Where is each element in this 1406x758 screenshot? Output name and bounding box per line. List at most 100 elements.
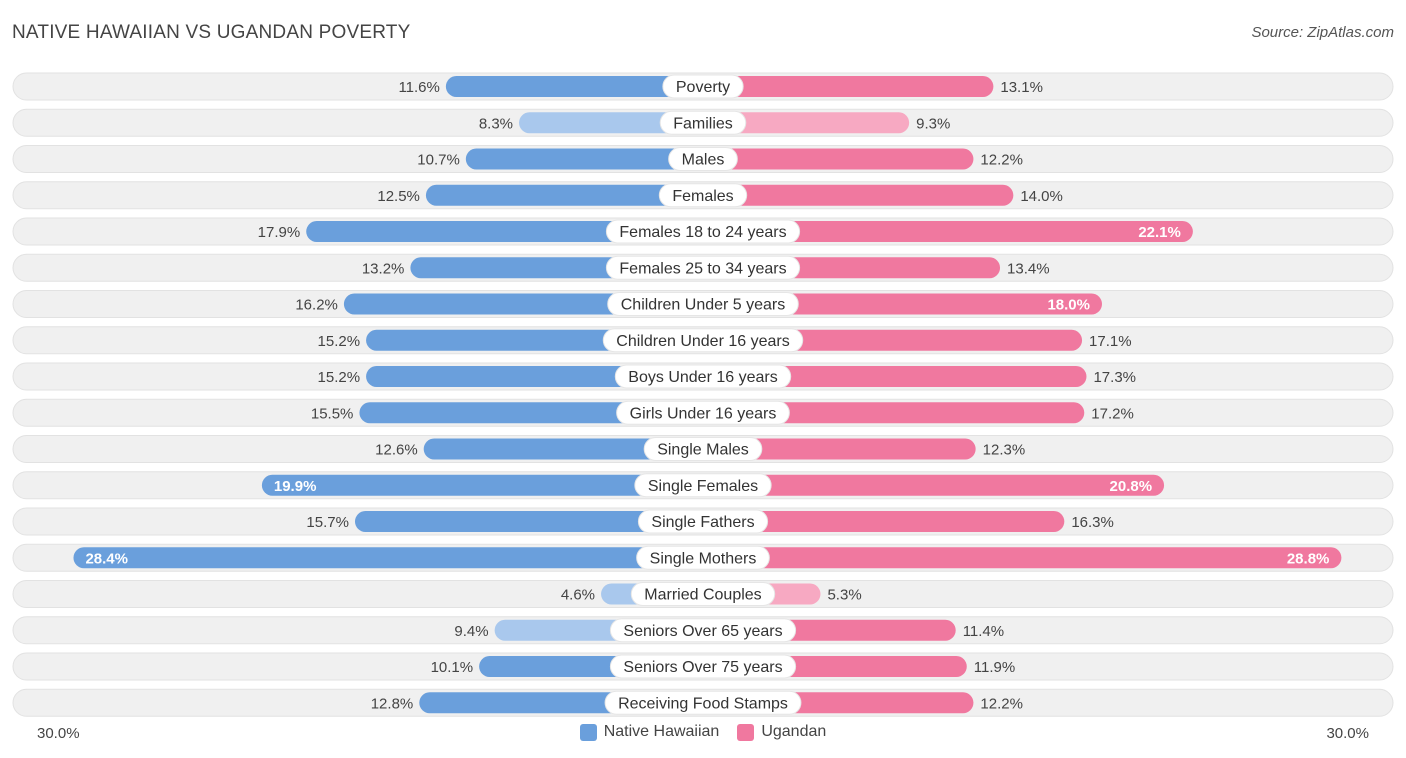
bar-ugandan-girls-under-16-years (703, 402, 1085, 424)
value-label-native-hawaiian-females-25-to-34-years: 13.2% (362, 260, 405, 277)
value-label-native-hawaiian-boys-under-16-years: 15.2% (318, 369, 361, 386)
value-label-ugandan-children-under-16-years: 17.1% (1089, 333, 1132, 350)
axis-max-label: 30.0% (1326, 725, 1369, 742)
value-label-native-hawaiian-married-couples: 4.6% (561, 587, 595, 604)
bar-native-hawaiian-single-females (261, 474, 703, 496)
category-pill-receiving-food-stamps (604, 690, 802, 715)
bar-ugandan-single-females (703, 474, 1165, 496)
category-label-females-25-to-34-years: Females 25 to 34 years (619, 260, 786, 277)
category-label-seniors-over-75-years: Seniors Over 75 years (623, 659, 782, 676)
category-label-boys-under-16-years: Boys Under 16 years (628, 369, 777, 386)
category-pill-seniors-over-75-years (609, 654, 797, 679)
category-pill-married-couples (630, 582, 776, 606)
value-label-native-hawaiian-seniors-over-65-years: 9.4% (454, 623, 488, 640)
bar-ugandan-boys-under-16-years (703, 366, 1087, 387)
legend: Native Hawaiian Ugandan (0, 723, 1406, 741)
value-label-ugandan-receiving-food-stamps: 12.2% (980, 695, 1023, 712)
value-label-ugandan-single-males: 12.3% (983, 442, 1026, 459)
value-label-native-hawaiian-children-under-16-years: 15.2% (318, 333, 361, 350)
value-label-ugandan-seniors-over-75-years: 11.9% (974, 659, 1015, 676)
category-pill-girls-under-16-years (616, 400, 790, 425)
chart-title: NATIVE HAWAIIAN VS UGANDAN POVERTY (12, 22, 411, 43)
legend-swatch-native-hawaiian (579, 723, 597, 741)
category-pill-females (658, 183, 748, 208)
bar-ugandan-females (703, 184, 1014, 206)
category-pill-females-18-to-24-years (605, 219, 801, 244)
value-label-ugandan-boys-under-16-years: 17.3% (1093, 369, 1136, 386)
value-label-ugandan-poverty: 13.1% (1000, 79, 1043, 96)
value-label-ugandan-single-fathers: 16.3% (1071, 514, 1114, 531)
category-label-receiving-food-stamps: Receiving Food Stamps (618, 695, 788, 712)
category-label-males: Males (682, 152, 725, 169)
value-label-native-hawaiian-single-mothers: 28.4% (85, 550, 128, 567)
value-label-ugandan-single-females: 20.8% (1110, 478, 1153, 495)
bar-ugandan-single-fathers (703, 511, 1065, 532)
bar-ugandan-poverty (703, 76, 994, 97)
value-label-native-hawaiian-females-18-to-24-years: 17.9% (258, 224, 301, 241)
category-pill-children-under-16-years (602, 328, 804, 353)
category-pill-females-25-to-34-years (605, 255, 801, 280)
value-label-native-hawaiian-males: 10.7% (417, 152, 460, 169)
category-label-children-under-16-years: Children Under 16 years (616, 333, 789, 350)
legend-item-ugandan: Ugandan (737, 723, 826, 741)
source-label: Source: ZipAtlas.com (1251, 24, 1394, 41)
category-pill-single-mothers (636, 545, 770, 570)
bar-native-hawaiian-single-males (423, 438, 703, 460)
value-label-ugandan-males: 12.2% (980, 152, 1023, 169)
category-pill-single-males (643, 437, 763, 461)
bar-native-hawaiian-males (465, 148, 703, 170)
category-pill-families (659, 110, 747, 135)
category-pill-boys-under-16-years (614, 364, 792, 389)
value-label-ugandan-families: 9.3% (916, 115, 950, 132)
bar-ugandan-children-under-5-years (703, 293, 1102, 315)
value-label-native-hawaiian-seniors-over-75-years: 10.1% (431, 659, 474, 676)
legend-label-native-hawaiian: Native Hawaiian (603, 723, 720, 740)
value-label-ugandan-females-18-to-24-years: 22.1% (1138, 224, 1181, 241)
bar-ugandan-single-mothers (703, 547, 1342, 569)
category-pill-single-fathers (637, 509, 769, 534)
category-pill-males (668, 147, 738, 171)
value-label-native-hawaiian-families: 8.3% (479, 115, 513, 132)
value-label-ugandan-girls-under-16-years: 17.2% (1091, 405, 1134, 422)
category-pill-children-under-5-years (607, 292, 799, 316)
value-label-native-hawaiian-single-fathers: 15.7% (306, 514, 349, 531)
diverging-bar-chart: 11.6% 13.1% Poverty 8.3% 9.3% Families 10.7% 12… (12, 72, 1394, 717)
category-label-families: Families (673, 115, 733, 132)
bar-native-hawaiian-girls-under-16-years (359, 402, 703, 424)
bar-native-hawaiian-families (519, 112, 703, 134)
legend-swatch-ugandan (737, 723, 755, 741)
legend-label-ugandan: Ugandan (761, 723, 827, 740)
value-label-ugandan-single-mothers: 28.8% (1287, 550, 1330, 567)
bar-native-hawaiian-females (425, 184, 703, 206)
bar-ugandan-females-18-to-24-years (703, 221, 1193, 242)
value-label-native-hawaiian-girls-under-16-years: 15.5% (311, 405, 354, 422)
category-label-single-males: Single Males (657, 442, 749, 459)
category-label-single-mothers: Single Mothers (650, 550, 757, 567)
bar-ugandan-families (703, 112, 910, 134)
category-pill-poverty (662, 74, 744, 99)
category-label-poverty: Poverty (676, 79, 730, 96)
bar-native-hawaiian-single-fathers (354, 511, 703, 532)
value-label-ugandan-females-25-to-34-years: 13.4% (1007, 260, 1050, 277)
value-label-ugandan-females: 14.0% (1020, 188, 1063, 205)
bar-native-hawaiian-single-mothers (73, 547, 703, 569)
value-label-ugandan-seniors-over-65-years: 11.4% (963, 623, 1004, 640)
value-label-native-hawaiian-poverty: 11.6% (398, 79, 439, 96)
bar-native-hawaiian-females-18-to-24-years (306, 221, 703, 242)
bar-native-hawaiian-poverty (445, 76, 703, 97)
category-pill-single-females (634, 473, 772, 498)
category-label-females: Females (672, 188, 733, 205)
value-label-native-hawaiian-receiving-food-stamps: 12.8% (371, 695, 414, 712)
category-pill-seniors-over-65-years (609, 618, 797, 643)
value-label-native-hawaiian-single-males: 12.6% (375, 442, 418, 459)
legend-item-native-hawaiian: Native Hawaiian (579, 723, 720, 741)
category-label-girls-under-16-years: Girls Under 16 years (630, 405, 777, 422)
value-label-native-hawaiian-single-females: 19.9% (274, 478, 317, 495)
category-label-single-fathers: Single Fathers (651, 514, 754, 531)
bar-ugandan-males (703, 148, 974, 170)
category-label-married-couples: Married Couples (644, 587, 761, 604)
value-label-ugandan-children-under-5-years: 18.0% (1047, 297, 1090, 314)
value-label-ugandan-married-couples: 5.3% (827, 587, 861, 604)
category-label-children-under-5-years: Children Under 5 years (621, 297, 786, 314)
category-label-females-18-to-24-years: Females 18 to 24 years (619, 224, 786, 241)
